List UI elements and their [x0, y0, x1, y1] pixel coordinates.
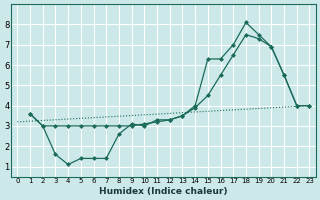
X-axis label: Humidex (Indice chaleur): Humidex (Indice chaleur) — [99, 187, 228, 196]
